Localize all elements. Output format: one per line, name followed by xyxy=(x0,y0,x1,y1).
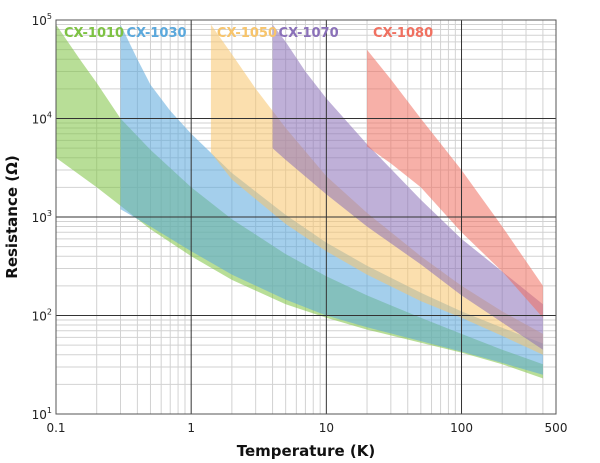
y-tick-exponent: 5 xyxy=(47,12,52,21)
y-tick-base: 10 xyxy=(32,211,47,225)
y-tick-base: 10 xyxy=(32,408,47,422)
y-tick-label: 105 xyxy=(32,12,52,28)
series-bands xyxy=(56,24,543,379)
y-tick-exponent: 4 xyxy=(47,111,52,120)
band-cx-1080 xyxy=(367,49,543,318)
x-tick-label: 1 xyxy=(187,421,195,435)
y-tick-base: 10 xyxy=(32,113,47,127)
legend-cx-1010: CX-1010 xyxy=(64,26,124,41)
band-cx-1030 xyxy=(120,24,543,375)
legend-cx-1050: CX-1050 xyxy=(217,26,277,41)
legend: CX-1010 CX-1030 CX-1050 CX-1070 CX-1080 xyxy=(64,26,433,41)
legend-cx-1080: CX-1080 xyxy=(373,26,433,41)
y-tick-label: 101 xyxy=(32,406,52,422)
y-tick-label: 103 xyxy=(32,209,52,225)
major-grid xyxy=(56,20,556,414)
band-cx-1070 xyxy=(272,24,543,350)
x-axis-title: Temperature (K) xyxy=(237,442,375,460)
y-axis-title: Resistance (Ω) xyxy=(3,155,21,278)
y-tick-label: 104 xyxy=(32,111,52,127)
legend-cx-1030: CX-1030 xyxy=(126,26,186,41)
x-tick-label: 500 xyxy=(545,421,568,435)
y-tick-exponent: 1 xyxy=(47,406,52,415)
x-tick-label: 100 xyxy=(450,421,473,435)
x-tick-label: 0.1 xyxy=(46,421,65,435)
x-tick-label: 10 xyxy=(319,421,334,435)
legend-cx-1070: CX-1070 xyxy=(279,26,339,41)
plot-frame xyxy=(55,19,557,415)
y-tick-label: 102 xyxy=(32,308,52,324)
y-tick-base: 10 xyxy=(32,310,47,324)
x-tick-labels: 0.1 1 10 100 500 xyxy=(46,421,567,435)
y-tick-base: 10 xyxy=(32,14,47,28)
y-tick-exponent: 3 xyxy=(47,209,52,218)
y-tick-exponent: 2 xyxy=(47,308,52,317)
